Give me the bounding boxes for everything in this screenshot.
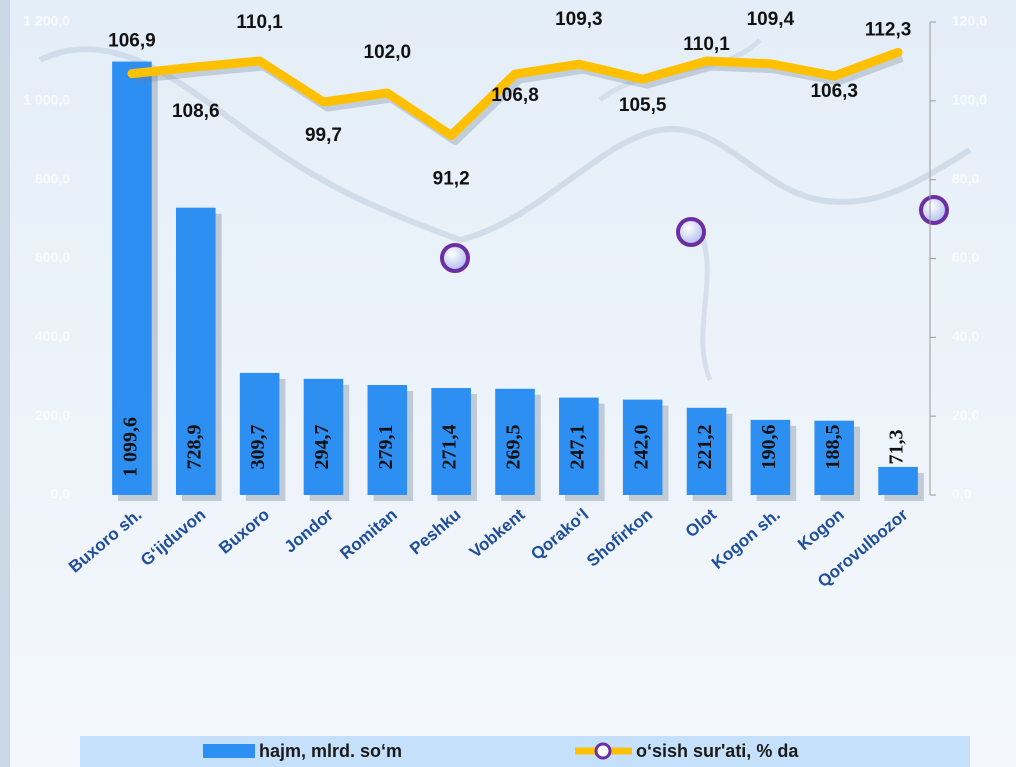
- bar: [622, 399, 663, 495]
- bar-value-label: 309,7: [247, 425, 269, 470]
- decor-marker: [676, 217, 706, 247]
- line-value-label: 99,7: [305, 125, 342, 146]
- bar-value-label: 190,6: [758, 425, 780, 470]
- bar: [495, 388, 535, 495]
- y-tick-label: 1 200,0: [23, 13, 70, 29]
- bar-value-label: 271,4: [439, 425, 461, 470]
- map-outline: [38, 46, 972, 244]
- line-value-label: 102,0: [364, 42, 412, 63]
- bar-value-label: 188,5: [822, 425, 844, 470]
- bar-value-label: 221,2: [694, 425, 716, 470]
- line-value-label: 106,3: [810, 81, 858, 102]
- y2-tick-label: 20,0: [952, 407, 979, 423]
- y-tick-label: 600,0: [35, 249, 70, 265]
- bar: [112, 61, 152, 495]
- line-value-label: 106,9: [108, 31, 156, 52]
- bar: [559, 397, 599, 495]
- legend-label: hajm, mlrd. so‘m: [259, 741, 402, 761]
- bar-value-label: 294,7: [311, 425, 333, 470]
- y2-tick-label: 100,0: [952, 92, 987, 108]
- line-value-label: 109,4: [747, 9, 795, 30]
- bar: [175, 207, 216, 496]
- bar: [814, 420, 855, 495]
- bar: [303, 378, 344, 495]
- y2-tick-label: 0,0: [952, 486, 972, 502]
- bar: [686, 407, 727, 495]
- line-value-label: 91,2: [433, 169, 470, 190]
- legend-swatch: [203, 744, 255, 758]
- line-value-label: 110,1: [683, 34, 730, 55]
- y-tick-label: 200,0: [35, 407, 70, 423]
- bar: [239, 372, 280, 495]
- y-tick-label: 0,0: [51, 486, 71, 502]
- y2-tick-label: 60,0: [952, 249, 979, 265]
- bar-value-label: 1 099,6: [120, 417, 142, 477]
- line-value-label: 110,1: [236, 12, 283, 33]
- y2-tick-label: 120,0: [952, 13, 987, 29]
- left-strip: [0, 0, 10, 767]
- bar-value-label: 242,0: [630, 425, 652, 470]
- bar: [431, 388, 471, 495]
- line-value-label: 105,5: [619, 95, 667, 116]
- bar-value-label: 728,9: [183, 425, 205, 470]
- bar-value-label: 71,3: [886, 430, 908, 465]
- decor-marker: [440, 243, 470, 273]
- y-tick-label: 1 000,0: [23, 92, 70, 108]
- legend-label: o‘sish sur'ati, % da: [636, 741, 799, 761]
- line: [127, 47, 903, 141]
- line-value-label: 112,3: [865, 19, 912, 40]
- bar: [878, 466, 918, 495]
- bar-value-label: 247,1: [566, 425, 588, 470]
- y-tick-label: 800,0: [35, 170, 70, 186]
- bar: [750, 419, 791, 495]
- legend-marker: [594, 742, 612, 760]
- y2-tick-label: 80,0: [952, 170, 979, 186]
- line-value-label: 109,3: [555, 9, 603, 30]
- bar: [367, 384, 408, 495]
- y-tick-label: 400,0: [35, 328, 70, 344]
- line-value-label: 106,8: [491, 85, 539, 106]
- decor-marker: [919, 195, 949, 225]
- y2-tick-label: 40,0: [952, 328, 979, 344]
- bar-value-label: 279,1: [375, 425, 397, 470]
- bar-value-label: 269,5: [503, 425, 525, 470]
- line-value-label: 108,6: [172, 101, 220, 122]
